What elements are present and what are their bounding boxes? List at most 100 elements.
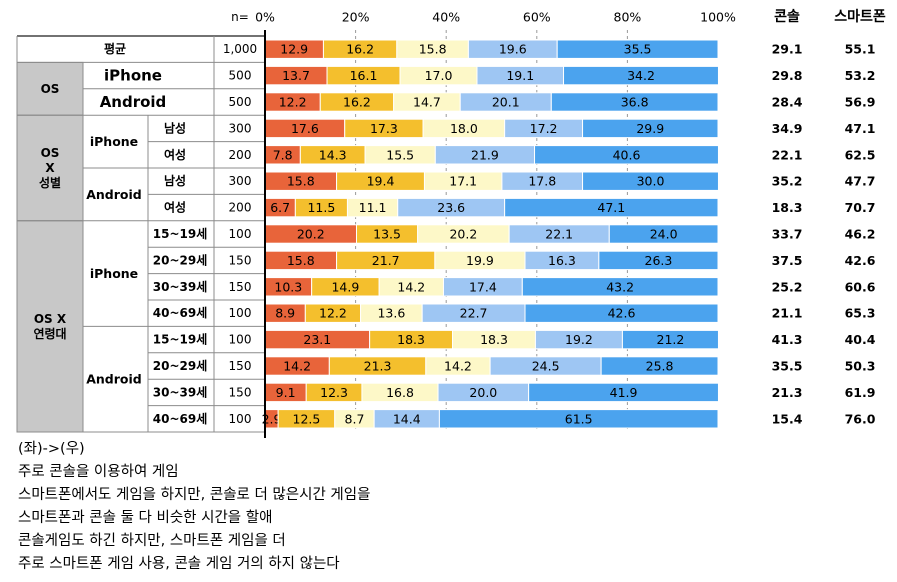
- n-value: 100: [229, 306, 252, 320]
- bar-segment-series-5: [582, 171, 719, 191]
- bar-data-label: 8.9: [275, 306, 295, 321]
- bar-data-label: 13.5: [373, 227, 401, 242]
- bar-data-label: 17.1: [449, 174, 477, 189]
- bar-data-label: 29.9: [636, 121, 664, 136]
- bar-data-label: 7.8: [273, 147, 293, 162]
- bar-segment-series-5: [521, 277, 719, 297]
- row-label: 여성: [164, 200, 186, 215]
- group-label-1-line: X: [45, 161, 55, 175]
- n-value: 100: [229, 227, 252, 241]
- bar-segment-series-5: [582, 118, 719, 139]
- n-header: n=: [231, 10, 249, 24]
- bar-data-label: 16.8: [386, 385, 414, 400]
- bar-data-label: 11.1: [359, 200, 387, 215]
- console-value: 29.1: [772, 42, 803, 57]
- bar-data-label: 14.9: [331, 279, 359, 294]
- legend-item-4: 콘솔게임도 하긴 하지만, 스마트폰 게임을 더: [18, 533, 286, 549]
- subgroup-label-2: iPhone: [90, 266, 138, 281]
- legend-item-5: 주로 스마트폰 게임 사용, 콘솔 게임 거의 하지 않는다: [18, 556, 340, 572]
- console-value: 33.7: [772, 227, 803, 242]
- bar-data-label: 14.7: [413, 95, 441, 110]
- bar-data-label: 15.8: [287, 174, 315, 189]
- bar-data-label: 17.3: [370, 121, 398, 136]
- n-value: 150: [229, 253, 252, 267]
- bar-data-label: 17.2: [530, 121, 558, 136]
- bar-data-label: 12.5: [293, 411, 321, 426]
- bar-data-label: 19.6: [499, 42, 527, 57]
- axis-tick-label: 80%: [614, 10, 642, 25]
- n-value: 200: [229, 148, 252, 162]
- bar-data-label: 40.6: [613, 147, 641, 162]
- bar-data-label: 16.2: [346, 42, 374, 57]
- bar-data-label: 15.8: [419, 42, 447, 57]
- bar-data-label: 12.2: [319, 306, 347, 321]
- bar-data-label: 43.2: [606, 279, 634, 294]
- bar-data-label: 13.7: [282, 68, 310, 83]
- console-value: 34.9: [772, 121, 803, 136]
- n-value: 300: [229, 121, 252, 135]
- bar-data-label: 30.0: [637, 174, 665, 189]
- bar-data-label: 20.2: [449, 227, 477, 242]
- console-value: 37.5: [772, 253, 803, 268]
- legend-item-1: 주로 콘솔을 이용하여 게임: [18, 464, 179, 480]
- bar-data-label: 20.0: [469, 385, 497, 400]
- bar-data-label: 17.4: [469, 279, 497, 294]
- axis-tick-label: 20%: [342, 10, 370, 25]
- bar-segment-series-5: [550, 92, 719, 112]
- bar-data-label: 13.6: [377, 306, 405, 321]
- row-label: 남성: [164, 173, 186, 188]
- bar-data-label: 21.3: [364, 359, 392, 374]
- smartphone-value: 56.9: [845, 95, 876, 110]
- bar-data-label: 12.9: [280, 42, 308, 57]
- smartphone-value: 65.3: [845, 306, 876, 321]
- smartphone-value: 40.4: [845, 332, 876, 347]
- smartphone-value: 70.7: [845, 200, 876, 215]
- n-value: 150: [229, 359, 252, 373]
- n-value: 500: [229, 69, 252, 83]
- bar-data-label: 25.8: [646, 359, 674, 374]
- n-value: 150: [229, 385, 252, 399]
- bar-data-label: 35.5: [624, 42, 652, 57]
- subgroup-label-1: Android: [86, 187, 142, 202]
- group-cell-0: [16, 61, 84, 116]
- smartphone-value: 61.9: [845, 385, 876, 400]
- n-value: 300: [229, 174, 252, 188]
- row-label: 여성: [164, 147, 186, 162]
- n-value: 150: [229, 280, 252, 294]
- bar-data-label: 19.4: [367, 174, 395, 189]
- row-label: 평균: [104, 42, 126, 56]
- bar-data-label: 26.3: [645, 253, 673, 268]
- bar-data-label: 19.9: [466, 253, 494, 268]
- bar-data-label: 9.1: [276, 385, 296, 400]
- bar-data-label: 41.9: [610, 385, 638, 400]
- bar-data-label: 12.2: [279, 95, 307, 110]
- bar-data-label: 23.1: [303, 332, 331, 347]
- bar-data-label: 12.3: [320, 385, 348, 400]
- smartphone-value: 46.2: [845, 227, 876, 242]
- bar-data-label: 18.3: [480, 332, 508, 347]
- bar-data-label: 20.2: [297, 227, 325, 242]
- smartphone-value: 47.1: [845, 121, 876, 136]
- console-value: 29.8: [772, 68, 803, 83]
- row-label: 30~39세: [153, 384, 208, 399]
- console-value: 41.3: [772, 332, 803, 347]
- bar-data-label: 24.0: [650, 227, 678, 242]
- bar-segment-series-5: [438, 409, 719, 429]
- legend-item-2: 스마트폰에서도 게임을 하지만, 콘솔로 더 많은시간 게임을: [18, 487, 371, 503]
- bar-segment-series-5: [598, 250, 719, 271]
- bar-data-label: 17.8: [528, 174, 556, 189]
- smartphone-value: 42.6: [845, 253, 876, 268]
- bar-segment-series-5: [524, 303, 719, 323]
- bar-data-label: 47.1: [597, 200, 625, 215]
- console-value: 21.1: [772, 306, 803, 321]
- bar-segment-series-5: [563, 65, 719, 86]
- bar-segment-series-5: [621, 329, 719, 350]
- console-value: 28.4: [772, 95, 803, 110]
- axis-tick-label: 100%: [700, 10, 736, 25]
- smartphone-value: 50.3: [845, 359, 876, 374]
- bar-data-label: 36.8: [621, 95, 649, 110]
- n-value: 500: [229, 95, 252, 109]
- group-label-1-line: OS: [41, 146, 60, 160]
